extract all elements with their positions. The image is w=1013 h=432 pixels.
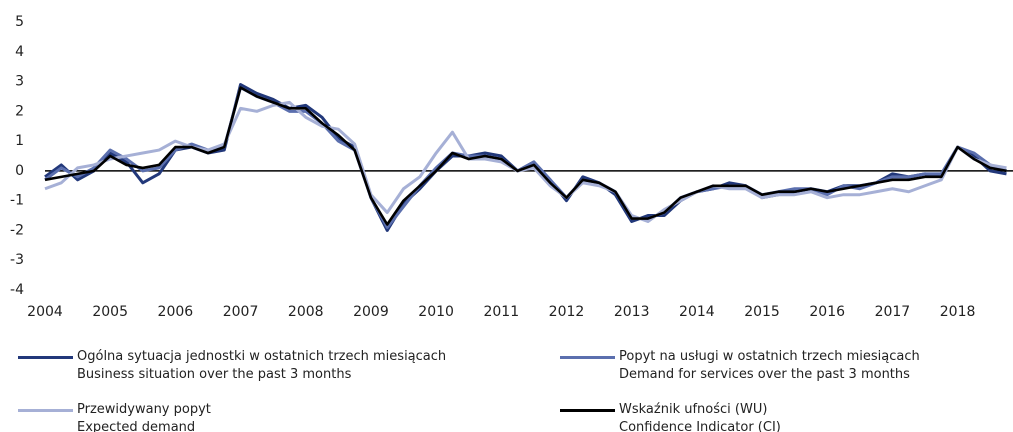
legend-entry: Wskaźnik ufności (WU) Confidence Indicat… xyxy=(560,401,781,432)
chart: -4 -3 -2 -1 0 1 2 3 4 5 2004 2005 2006 2007 2008 2009 20… xyxy=(10,14,1013,320)
series-line xyxy=(44,100,1007,224)
x-tick-label: 2018 xyxy=(940,304,976,320)
x-tick-label: 2006 xyxy=(158,304,194,320)
y-tick-label: -4 xyxy=(10,282,24,298)
legend-label: Ogólna sytuacja jednostki w ostatnich tr… xyxy=(77,349,447,382)
legend-swatch xyxy=(18,356,73,359)
legend-swatch xyxy=(560,409,615,412)
legend-label: Przewidywany popyt Expected demand xyxy=(77,402,211,432)
x-tick-label: 2016 xyxy=(809,304,845,320)
legend-label: Popyt na usługi w ostatnich trzech miesi… xyxy=(619,349,920,382)
series-line xyxy=(44,83,1007,232)
series-line xyxy=(44,86,1007,226)
x-tick-label: 2015 xyxy=(744,304,780,320)
y-tick-label: 1 xyxy=(15,133,24,149)
y-tick-label: -2 xyxy=(10,222,24,238)
legend-label: Wskaźnik ufności (WU) Confidence Indicat… xyxy=(619,402,781,432)
x-tick-label: 2017 xyxy=(875,304,911,320)
x-tick-label: 2008 xyxy=(288,304,324,320)
x-tick-label: 2009 xyxy=(353,304,389,320)
x-tick-label: 2014 xyxy=(679,304,715,320)
y-tick-label: 3 xyxy=(15,74,24,90)
x-tick-label: 2004 xyxy=(27,304,63,320)
legend-swatch xyxy=(560,356,615,359)
legend-entry: Przewidywany popyt Expected demand xyxy=(18,401,211,432)
y-tick-label: 0 xyxy=(15,163,24,179)
y-tick-label: 2 xyxy=(15,103,24,119)
x-tick-label: 2005 xyxy=(92,304,128,320)
legend-entry: Ogólna sytuacja jednostki w ostatnich tr… xyxy=(18,348,446,384)
x-tick-label: 2007 xyxy=(223,304,259,320)
y-tick-label: 4 xyxy=(15,44,24,60)
y-tick-label: -1 xyxy=(10,193,24,209)
legend-swatch xyxy=(18,409,73,412)
x-tick-label: 2013 xyxy=(614,304,650,320)
x-tick-label: 2011 xyxy=(483,304,519,320)
x-tick-label: 2010 xyxy=(418,304,454,320)
legend-entry: Popyt na usługi w ostatnich trzech miesi… xyxy=(560,348,920,384)
y-tick-label: -3 xyxy=(10,252,24,268)
series-line xyxy=(44,86,1007,229)
y-tick-label: 5 xyxy=(15,14,24,30)
x-tick-label: 2012 xyxy=(549,304,585,320)
